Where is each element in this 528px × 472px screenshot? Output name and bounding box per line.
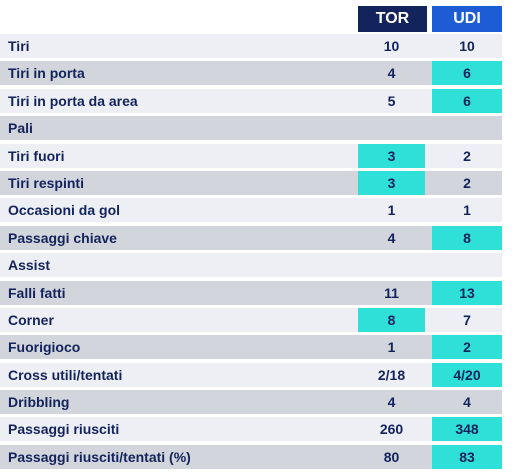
away-value: 348 (432, 417, 502, 442)
home-value: 80 (383, 448, 400, 465)
home-value: 3 (358, 143, 425, 168)
home-value: 8 (358, 307, 425, 332)
stat-label: Assist (8, 257, 51, 274)
away-value (432, 116, 502, 140)
home-value: 260 (379, 421, 404, 438)
away-value: 2 (463, 147, 471, 164)
stat-row: Tiri in porta 4 6 (0, 61, 502, 86)
stat-row: Passaggi riusciti/tentati (%) 80 83 (0, 444, 502, 469)
stat-row: Dribbling 4 4 (0, 390, 502, 415)
stat-label: Tiri in porta (8, 65, 85, 82)
stat-row: Tiri respinti 3 2 (0, 170, 502, 195)
stat-label: Corner (8, 311, 54, 328)
away-value: 2 (463, 174, 471, 191)
stat-label: Occasioni da gol (8, 202, 121, 219)
stat-label: Cross utili/tentati (8, 366, 123, 383)
home-value: 4 (387, 229, 396, 246)
home-value: 10 (383, 38, 400, 54)
away-value (432, 253, 502, 277)
stat-label: Tiri fuori (8, 147, 65, 164)
stat-row: Assist (0, 253, 502, 278)
stat-label: Falli fatti (8, 284, 66, 301)
away-value: 8 (432, 225, 502, 250)
stat-row: Pali (0, 116, 502, 141)
home-value: 2/18 (377, 366, 406, 383)
away-value: 13 (432, 280, 502, 305)
stat-label: Passaggi riusciti (8, 421, 120, 438)
home-value: 1 (387, 202, 396, 219)
away-team-header: UDI (432, 6, 502, 32)
home-value: 4 (387, 394, 396, 411)
stat-label: Fuorigioco (8, 339, 81, 356)
stat-label: Tiri in porta da area (8, 92, 138, 109)
away-value: 83 (432, 444, 502, 469)
away-value: 2 (432, 335, 502, 360)
stat-row: Tiri in porta da area 5 6 (0, 88, 502, 113)
stat-label: Pali (8, 120, 33, 137)
away-value: 1 (463, 202, 471, 219)
stat-row: Passaggi riusciti 260 348 (0, 417, 502, 442)
home-value: 1 (387, 339, 396, 356)
stat-row: Falli fatti 11 13 (0, 280, 502, 305)
home-team-header: TOR (358, 6, 427, 32)
stat-label: Passaggi riusciti/tentati (%) (8, 448, 191, 465)
stat-row: Corner 8 7 (0, 307, 502, 332)
stat-row: Tiri 10 10 (0, 34, 502, 58)
stat-label: Tiri respinti (8, 174, 84, 191)
away-value: 4 (463, 394, 471, 411)
home-value: 11 (384, 284, 399, 301)
stat-label: Tiri (8, 38, 30, 54)
away-value: 6 (432, 88, 502, 113)
stat-row: Fuorigioco 1 2 (0, 335, 502, 360)
stats-rows: Tiri 10 10 Tiri in porta 4 6 Tiri in porta da … (0, 34, 502, 472)
stat-label: Dribbling (8, 394, 70, 411)
stat-row: Cross utili/tentati 2/18 4/20 (0, 362, 502, 387)
home-value (358, 253, 425, 277)
away-value: 4/20 (432, 362, 502, 387)
home-value: 5 (387, 92, 396, 109)
home-value: 4 (387, 65, 396, 82)
stat-row: Occasioni da gol 1 1 (0, 198, 502, 223)
home-value: 3 (358, 170, 425, 195)
stat-label: Passaggi chiave (8, 229, 117, 246)
stat-row: Passaggi chiave 4 8 (0, 225, 502, 250)
away-value: 7 (463, 311, 471, 328)
home-value (358, 116, 425, 140)
away-value: 6 (432, 61, 502, 86)
away-value: 10 (459, 38, 475, 54)
stat-row: Tiri fuori 3 2 (0, 143, 502, 168)
